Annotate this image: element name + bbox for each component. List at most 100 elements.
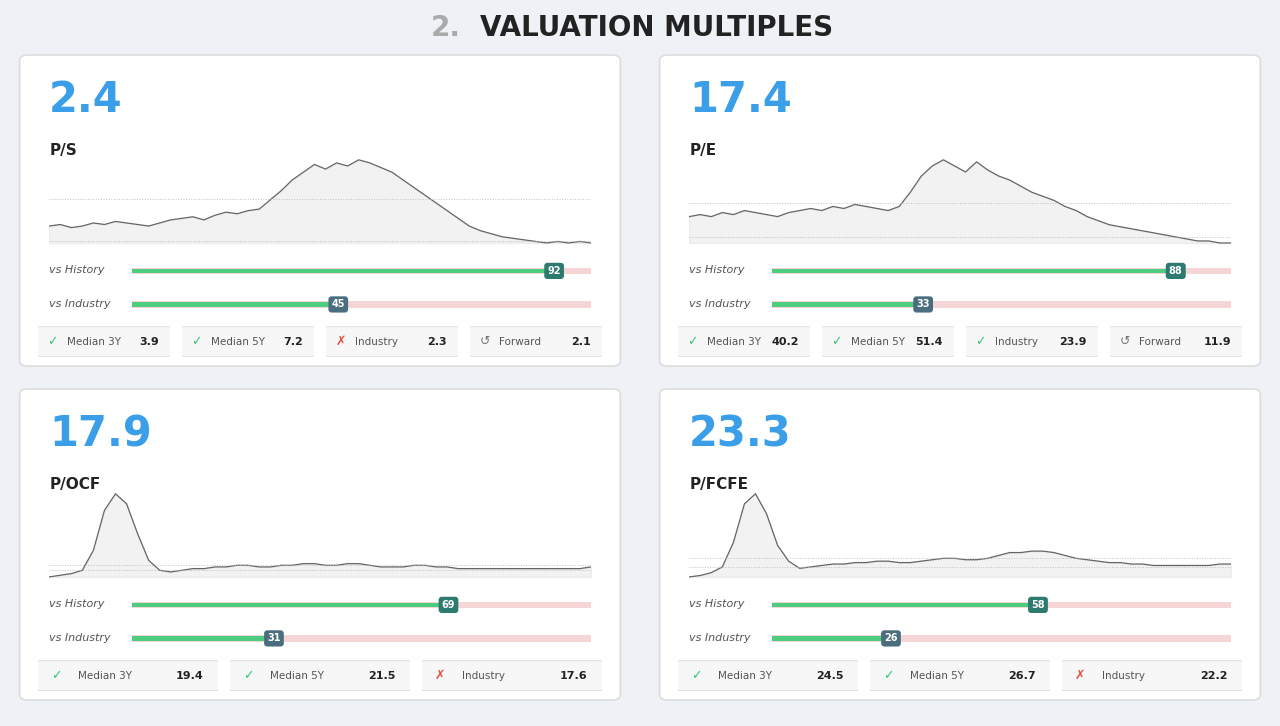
- FancyBboxPatch shape: [419, 661, 605, 690]
- Bar: [772, 268, 1231, 274]
- Text: ↺: ↺: [480, 335, 490, 348]
- Bar: [132, 301, 591, 308]
- FancyBboxPatch shape: [35, 661, 221, 690]
- Text: 26: 26: [884, 633, 897, 643]
- Text: 2.3: 2.3: [428, 337, 447, 346]
- Text: 17.6: 17.6: [559, 671, 588, 680]
- Text: 17.9: 17.9: [49, 413, 152, 455]
- Text: ✗: ✗: [1075, 669, 1085, 682]
- FancyBboxPatch shape: [659, 55, 1261, 366]
- Bar: [132, 268, 591, 274]
- Text: ✓: ✓: [51, 669, 61, 682]
- FancyBboxPatch shape: [675, 661, 861, 690]
- FancyBboxPatch shape: [1059, 661, 1245, 690]
- Text: Median 5Y: Median 5Y: [851, 337, 905, 346]
- Bar: [132, 302, 338, 306]
- Text: 51.4: 51.4: [915, 337, 943, 346]
- Text: 2.: 2.: [431, 14, 461, 42]
- FancyBboxPatch shape: [19, 389, 621, 700]
- Text: 11.9: 11.9: [1203, 337, 1231, 346]
- Text: ✓: ✓: [883, 669, 893, 682]
- Text: vs Industry: vs Industry: [689, 298, 751, 309]
- Text: vs History: vs History: [689, 599, 745, 609]
- Text: 23.9: 23.9: [1060, 337, 1087, 346]
- Bar: [772, 635, 1231, 642]
- Text: Forward: Forward: [499, 337, 541, 346]
- Text: 2.1: 2.1: [571, 337, 591, 346]
- Text: ✓: ✓: [975, 335, 986, 348]
- FancyBboxPatch shape: [324, 327, 461, 356]
- Bar: [772, 269, 1176, 273]
- Text: Industry: Industry: [356, 337, 398, 346]
- Text: 33: 33: [916, 299, 929, 309]
- Text: 7.2: 7.2: [283, 337, 303, 346]
- FancyBboxPatch shape: [867, 661, 1053, 690]
- Text: Median 5Y: Median 5Y: [211, 337, 265, 346]
- Text: Forward: Forward: [1139, 337, 1181, 346]
- Text: ✗: ✗: [435, 669, 445, 682]
- Text: ✓: ✓: [47, 335, 58, 348]
- Bar: [132, 602, 591, 608]
- Text: VALUATION MULTIPLES: VALUATION MULTIPLES: [480, 14, 833, 42]
- FancyBboxPatch shape: [179, 327, 316, 356]
- Text: 23.3: 23.3: [689, 413, 792, 455]
- FancyBboxPatch shape: [964, 327, 1101, 356]
- Bar: [772, 636, 891, 640]
- Text: Industry: Industry: [1102, 671, 1144, 680]
- Text: 22.2: 22.2: [1199, 671, 1228, 680]
- Text: Median 5Y: Median 5Y: [270, 671, 324, 680]
- Text: 26.7: 26.7: [1007, 671, 1036, 680]
- Text: 31: 31: [268, 633, 280, 643]
- Text: Industry: Industry: [996, 337, 1038, 346]
- Text: P/FCFE: P/FCFE: [689, 478, 748, 492]
- Text: 3.9: 3.9: [140, 337, 159, 346]
- Text: 2.4: 2.4: [49, 79, 123, 121]
- Text: 69: 69: [442, 600, 456, 610]
- FancyBboxPatch shape: [227, 661, 413, 690]
- Text: Median 3Y: Median 3Y: [718, 671, 772, 680]
- Text: ✓: ✓: [243, 669, 253, 682]
- Bar: [132, 603, 448, 607]
- Text: P/OCF: P/OCF: [49, 478, 100, 492]
- Bar: [132, 635, 591, 642]
- Text: 24.5: 24.5: [815, 671, 844, 680]
- Text: ✓: ✓: [691, 669, 701, 682]
- Text: 92: 92: [548, 266, 561, 276]
- Text: ✓: ✓: [687, 335, 698, 348]
- Text: ↺: ↺: [1120, 335, 1130, 348]
- Text: 40.2: 40.2: [772, 337, 799, 346]
- FancyBboxPatch shape: [659, 389, 1261, 700]
- Text: vs History: vs History: [49, 599, 105, 609]
- Text: vs Industry: vs Industry: [689, 632, 751, 643]
- FancyBboxPatch shape: [36, 327, 173, 356]
- Text: Median 3Y: Median 3Y: [68, 337, 122, 346]
- Text: 19.4: 19.4: [175, 671, 204, 680]
- Bar: [132, 636, 274, 640]
- Text: Median 3Y: Median 3Y: [708, 337, 762, 346]
- FancyBboxPatch shape: [1107, 327, 1244, 356]
- Text: vs History: vs History: [689, 265, 745, 275]
- Text: Median 3Y: Median 3Y: [78, 671, 132, 680]
- Text: 45: 45: [332, 299, 346, 309]
- Text: 88: 88: [1169, 266, 1183, 276]
- Text: ✓: ✓: [192, 335, 202, 348]
- Text: P/S: P/S: [49, 144, 77, 158]
- Text: vs Industry: vs Industry: [49, 632, 111, 643]
- FancyBboxPatch shape: [467, 327, 604, 356]
- Text: vs Industry: vs Industry: [49, 298, 111, 309]
- Text: 17.4: 17.4: [689, 79, 792, 121]
- Text: 58: 58: [1032, 600, 1044, 610]
- FancyBboxPatch shape: [676, 327, 813, 356]
- FancyBboxPatch shape: [19, 55, 621, 366]
- Text: ✗: ✗: [335, 335, 346, 348]
- Bar: [772, 301, 1231, 308]
- Text: P/E: P/E: [689, 144, 717, 158]
- FancyBboxPatch shape: [819, 327, 956, 356]
- Text: vs History: vs History: [49, 265, 105, 275]
- Bar: [772, 602, 1231, 608]
- Text: Industry: Industry: [462, 671, 504, 680]
- Text: Median 5Y: Median 5Y: [910, 671, 964, 680]
- Bar: [772, 302, 923, 306]
- Text: 21.5: 21.5: [367, 671, 396, 680]
- Bar: [772, 603, 1038, 607]
